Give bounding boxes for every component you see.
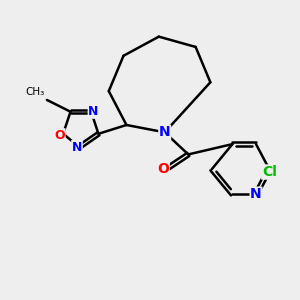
Text: Cl: Cl: [262, 165, 277, 179]
Text: O: O: [54, 129, 65, 142]
Text: N: N: [72, 141, 82, 154]
Text: O: O: [157, 162, 169, 176]
Text: N: N: [250, 187, 262, 201]
Text: N: N: [88, 105, 99, 118]
Text: CH₃: CH₃: [25, 87, 45, 97]
Text: N: N: [159, 125, 170, 139]
